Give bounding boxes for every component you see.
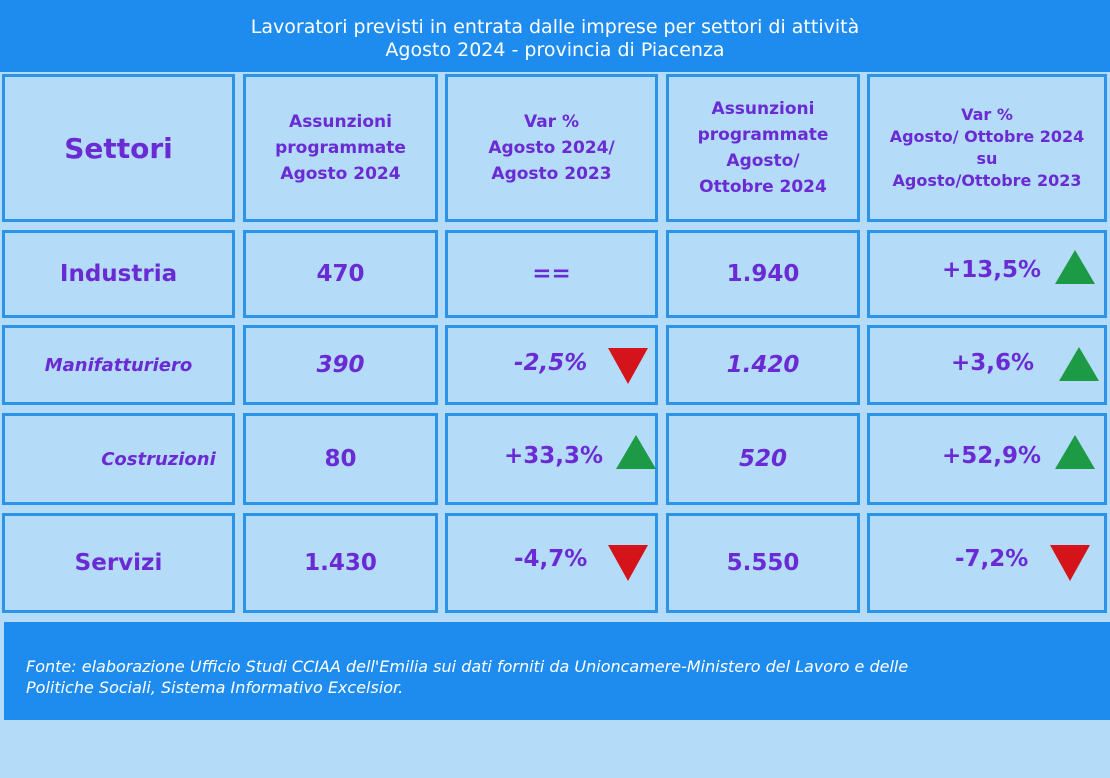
var-ago-ott-value: +13,5%: [942, 257, 1042, 283]
trend-down-icon-shape: [608, 545, 648, 581]
var-ago-value: -4,7%: [514, 546, 588, 572]
row-name-cell: Servizi: [2, 513, 235, 613]
row-name: Servizi: [74, 550, 163, 576]
header-line: Agosto/: [726, 151, 800, 171]
assunzioni-ago-ott-cell: 5.550: [666, 513, 860, 613]
assunzioni-ago-value: 80: [324, 446, 357, 472]
var-ago-ott-value: -7,2%: [955, 546, 1029, 572]
assunzioni-ago-ott-cell: 1.420: [666, 325, 860, 405]
header-line: Var %: [523, 112, 580, 132]
assunzioni-ago-cell: 1.430: [243, 513, 438, 613]
source-note: Fonte: elaborazione Ufficio Studi CCIAA …: [4, 622, 1110, 720]
header-line: Assunzioni: [711, 99, 815, 119]
header-settori-label: Settori: [64, 131, 173, 165]
var-ago-value: -2,5%: [514, 350, 588, 376]
var-ago-ott-value: +3,6%: [951, 350, 1035, 376]
source-line: Politiche Sociali, Sistema Informativo E…: [26, 678, 404, 697]
header-line: su: [976, 149, 998, 168]
source-line: Fonte: elaborazione Ufficio Studi CCIAA …: [26, 657, 909, 676]
trend-down-icon: [608, 545, 648, 581]
row-name: Manifatturiero: [44, 354, 193, 376]
trend-up-icon: [1055, 250, 1095, 284]
assunzioni-ago-ott-cell: 520: [666, 413, 860, 505]
header-assunzioni-ago-ott: Assunzioni programmate Agosto/ Ottobre 2…: [666, 74, 860, 222]
row-name: Costruzioni: [101, 448, 216, 470]
trend-down-icon-shape: [1050, 545, 1090, 581]
header-line: Agosto 2024/: [488, 138, 615, 158]
assunzioni-ago-cell: 390: [243, 325, 438, 405]
header-line: programmate: [697, 125, 829, 145]
assunzioni-ago-cell: 470: [243, 230, 438, 318]
header-line: Ottobre 2024: [699, 177, 827, 197]
header-line: Var %: [961, 105, 1013, 124]
var-ago-cell: ==: [445, 230, 658, 318]
trend-up-icon: [1055, 435, 1095, 469]
assunzioni-ago-value: 470: [316, 261, 365, 287]
trend-up-icon: [1059, 347, 1099, 381]
header-line: Agosto/Ottobre 2023: [892, 171, 1082, 190]
header-var-ago-ott: Var % Agosto/ Ottobre 2024 su Agosto/Ott…: [867, 74, 1107, 222]
var-ago-value: +33,3%: [504, 443, 604, 469]
assunzioni-ago-ott-cell: 1.940: [666, 230, 860, 318]
header-line: Agosto/ Ottobre 2024: [889, 127, 1085, 146]
title-bar: Lavoratori previsti in entrata dalle imp…: [0, 0, 1110, 72]
trend-up-icon: [616, 435, 656, 469]
assunzioni-ago-ott-value: 1.940: [726, 261, 800, 287]
assunzioni-ago-value: 1.430: [304, 550, 377, 576]
trend-up-icon-shape: [1055, 250, 1095, 284]
trend-up-icon-shape: [1055, 435, 1095, 469]
header-line: Agosto 2023: [491, 164, 612, 184]
trend-up-icon-shape: [616, 435, 656, 469]
trend-down-icon-shape: [608, 348, 648, 384]
trend-down-icon: [608, 348, 648, 384]
var-ago-ott-value: +52,9%: [942, 443, 1042, 469]
row-name-cell: Costruzioni: [2, 413, 235, 505]
var-ago-value: ==: [532, 261, 571, 287]
assunzioni-ago-ott-value: 5.550: [726, 550, 800, 576]
header-settori: Settori: [2, 74, 235, 222]
var-ago-ott-cell: [867, 325, 1107, 405]
trend-down-icon: [1050, 545, 1090, 581]
header-line: programmate: [275, 138, 406, 158]
header-line: Assunzioni: [289, 112, 392, 132]
header-var-agosto: Var % Agosto 2024/ Agosto 2023: [445, 74, 658, 222]
assunzioni-ago-ott-value: 1.420: [726, 352, 800, 378]
page-subtitle: Agosto 2024 - provincia di Piacenza: [385, 39, 725, 61]
trend-up-icon-shape: [1059, 347, 1099, 381]
header-assunzioni-agosto: Assunzioni programmate Agosto 2024: [243, 74, 438, 222]
page-title: Lavoratori previsti in entrata dalle imp…: [250, 16, 860, 38]
assunzioni-ago-value: 390: [316, 352, 365, 378]
row-name-cell: Manifatturiero: [2, 325, 235, 405]
row-name-cell: Industria: [2, 230, 235, 318]
row-name: Industria: [59, 261, 178, 287]
assunzioni-ago-ott-value: 520: [738, 446, 787, 472]
header-line: Agosto 2024: [280, 164, 401, 184]
assunzioni-ago-cell: 80: [243, 413, 438, 505]
